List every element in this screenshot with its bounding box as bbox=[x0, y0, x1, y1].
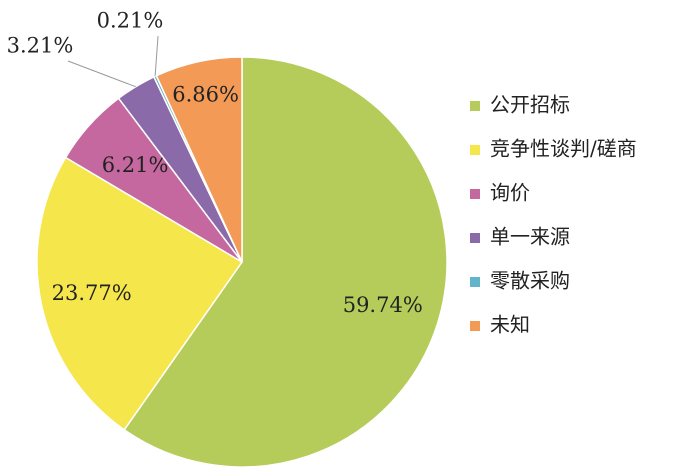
legend-swatch bbox=[470, 233, 480, 243]
pie-slice bbox=[36, 156, 244, 431]
legend-label: 零散采购 bbox=[490, 269, 570, 293]
leader-line bbox=[154, 35, 159, 77]
pie-slice bbox=[123, 56, 448, 468]
data-label: 6.86% bbox=[172, 82, 239, 106]
legend-swatch bbox=[470, 101, 480, 111]
data-label: 6.21% bbox=[102, 153, 169, 177]
pie-slice bbox=[155, 56, 243, 263]
legend-swatch bbox=[470, 277, 480, 287]
legend-swatch bbox=[470, 145, 480, 155]
legend-label: 单一来源 bbox=[490, 225, 570, 249]
legend-label: 未知 bbox=[490, 313, 530, 337]
data-label: 23.77% bbox=[52, 281, 132, 305]
legend-label: 询价 bbox=[490, 181, 530, 205]
legend-swatch bbox=[470, 189, 480, 199]
legend-label: 竞争性谈判/磋商 bbox=[490, 137, 637, 161]
data-label: 0.21% bbox=[97, 9, 164, 33]
leader-line bbox=[67, 60, 136, 88]
legend-swatch bbox=[470, 321, 480, 331]
legend-label: 公开招标 bbox=[490, 93, 570, 117]
data-label: 59.74% bbox=[343, 293, 423, 317]
data-label: 3.21% bbox=[7, 34, 74, 58]
